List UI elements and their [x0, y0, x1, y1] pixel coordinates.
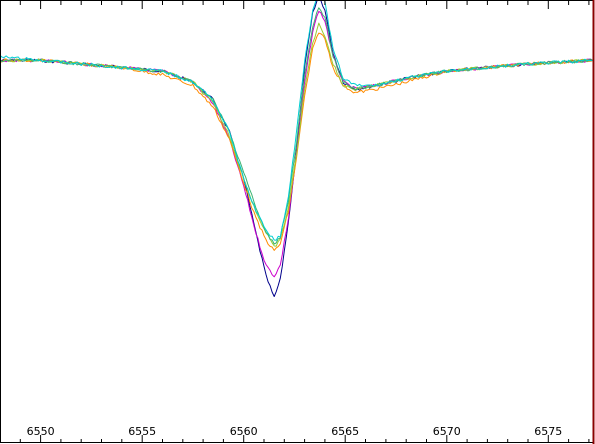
x-tick-label: 6555: [128, 425, 156, 438]
x-tick-label: 6570: [433, 425, 461, 438]
x-tick-label: 6565: [331, 425, 359, 438]
x-tick-label: 6560: [230, 425, 258, 438]
series-layer: [0, 0, 594, 297]
x-axis-tick-labels: 6550 6555 6560 6565 6570 6575: [27, 425, 563, 438]
spectrum-series-line-6: [0, 0, 593, 241]
x-tick-label: 6550: [27, 425, 55, 438]
x-tick-label: 6575: [534, 425, 562, 438]
